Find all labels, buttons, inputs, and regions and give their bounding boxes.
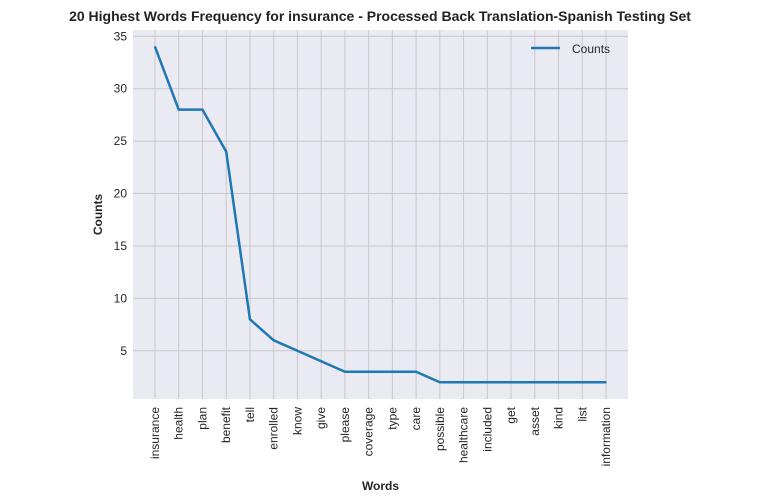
y-tick-label: 20 [114,187,128,201]
x-tick-label: insurance [148,407,162,459]
y-tick-label: 5 [120,344,127,358]
x-tick-label: benefit [219,406,233,443]
x-tick-label: please [338,407,352,443]
x-tick-label: coverage [362,407,376,457]
legend-label-counts: Counts [572,42,610,56]
data-point [177,108,180,111]
x-axis-ticks: insurance health plan benefit tell enrolled kn… [148,406,613,466]
x-tick-label: tell [243,407,257,422]
x-tick-label: get [504,406,518,423]
plot-area [133,30,628,399]
data-point [154,45,156,48]
data-point [272,339,275,342]
x-tick-label: asset [528,406,542,435]
data-point [367,370,370,373]
x-tick-label: information [599,407,613,466]
x-tick-label: type [385,407,399,430]
grid-lines [133,30,628,399]
y-tick-label: 10 [114,291,128,305]
data-point [391,370,394,373]
data-point [486,381,489,384]
y-tick-label: 35 [114,29,128,43]
legend: Counts [531,42,610,56]
data-point [249,318,251,321]
x-tick-label: included [480,407,494,452]
data-point [533,381,536,384]
data-point [415,370,417,373]
data-point [296,349,299,352]
data-point [439,381,441,384]
x-tick-label: plan [195,407,209,430]
data-point [462,381,465,384]
data-point [557,381,560,384]
x-tick-label: list [575,406,589,421]
x-tick-label: healthcare [457,407,471,463]
y-tick-label: 30 [114,82,128,96]
x-tick-label: give [314,407,328,429]
data-point [605,381,607,384]
x-tick-label: enrolled [267,407,281,450]
y-tick-label: 15 [114,239,128,253]
data-point [581,381,584,384]
x-tick-label: health [172,407,186,440]
chart-title: 20 Highest Words Frequency for insurance… [69,8,691,24]
series-line-counts [153,46,606,384]
data-point [225,150,228,153]
x-tick-label: kind [552,407,566,429]
x-tick-label: know [290,407,304,435]
x-axis-label: Words [362,479,399,493]
data-point [201,108,204,111]
data-point [510,381,512,384]
x-tick-label: care [409,407,423,431]
x-tick-label: possible [433,407,447,451]
data-point [344,370,346,373]
y-axis-label: Counts [91,194,105,236]
data-point [320,360,322,363]
y-tick-label: 25 [114,134,128,148]
series-layer [153,45,607,384]
y-axis-ticks: 5 10 15 20 25 30 35 [114,29,128,357]
